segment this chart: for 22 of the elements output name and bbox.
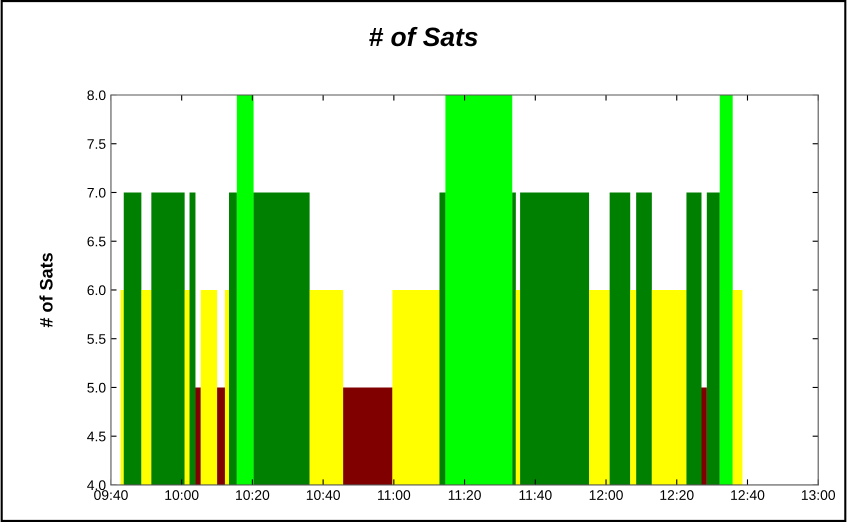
y-tick-label: 4.5 [87,432,106,442]
y-tick-label: 8.0 [87,90,106,100]
x-tick-label: 09:40 [94,490,128,500]
x-tick-label: 12:40 [731,490,764,500]
x-tick-label: 10:20 [236,490,270,500]
y-tick-label: 5.5 [87,334,106,344]
x-tick-label: 10:40 [306,490,340,500]
x-tick-label: 11:40 [520,490,552,500]
y-tick-label: 7.0 [88,188,106,198]
y-tick-label: 6.5 [87,236,106,246]
x-tick-label: 11:00 [378,490,410,500]
x-tick-label: 12:00 [590,490,623,500]
y-tick-label: 4.0 [87,480,106,490]
x-tick-label: 11:20 [448,490,481,500]
chart-title: # of Sats [369,26,478,46]
x-tick-label: 12:20 [660,490,694,500]
y-axis-title: # of Sats [39,253,53,328]
y-tick-label: 5.0 [87,382,106,393]
y-tick-label: 7.5 [88,139,106,149]
x-tick-label: 13:00 [802,490,836,500]
x-tick-label: 10:00 [165,490,199,500]
y-tick-label: 6.0 [87,285,106,296]
